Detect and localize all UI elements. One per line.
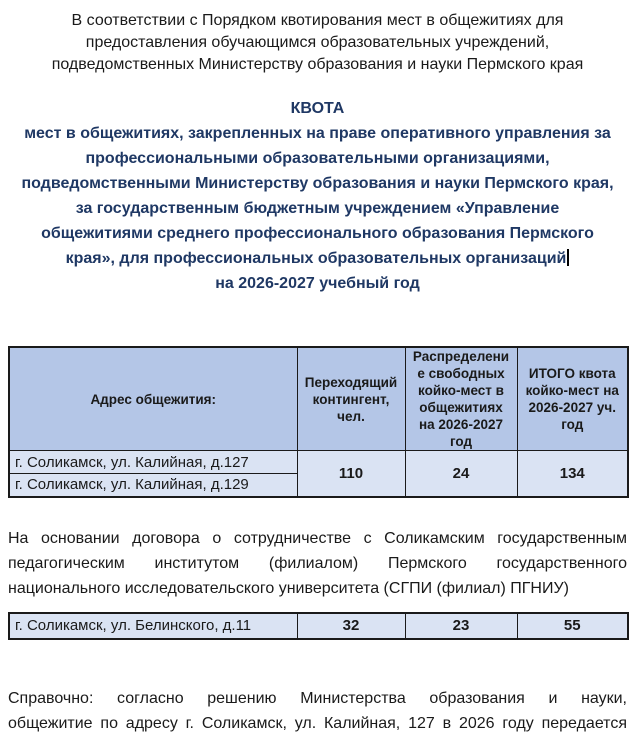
quota-line: подведомственными Министерству образован… bbox=[21, 175, 614, 192]
intro-line: предоставления обучающимся образовательн… bbox=[85, 34, 550, 51]
quota-line: общежитиями среднего профессионального о… bbox=[41, 225, 594, 242]
address-cell: г. Соликамск, ул. Калийная, д.127 bbox=[8, 450, 298, 474]
table-row: г. Соликамск, ул. Калийная, д.129 bbox=[8, 473, 628, 497]
header-cell-total: ИТОГО квота койко-мест на 2026-2027 уч. … bbox=[516, 346, 629, 451]
total-cell: 55 bbox=[516, 612, 629, 639]
quota-line: края», для профессиональных образователь… bbox=[0, 246, 635, 271]
header-cell-carryover: Переходящий контингент, чел. bbox=[296, 346, 406, 451]
agreement-paragraph: На основании договора о сотрудничестве с… bbox=[8, 526, 627, 601]
paragraph-line: Справочно: согласно решению Министерства… bbox=[8, 689, 627, 707]
header-cell-address: Адрес общежития: bbox=[8, 346, 298, 451]
paragraph-line: педагогическим институтом (филиалом) Пер… bbox=[8, 554, 627, 572]
sgpi-table: г. Соликамск, ул. Белинского, д.11 32 23… bbox=[8, 611, 629, 640]
quota-line: за государственным бюджетным учреждением… bbox=[75, 200, 560, 217]
carryover-cell: 32 bbox=[296, 612, 406, 639]
quota-heading: КВОТА bbox=[290, 100, 345, 117]
text-cursor bbox=[567, 249, 570, 266]
carryover-cell: 110 bbox=[296, 450, 406, 497]
header-cell-distributed: Распределени е свободных койко-мест в об… bbox=[404, 346, 518, 451]
total-cell: 134 bbox=[516, 450, 629, 497]
distributed-cell: 24 bbox=[404, 450, 518, 497]
address-cell: г. Соликамск, ул. Белинского, д.11 bbox=[8, 612, 298, 639]
intro-line: подведомственных Министерству образовани… bbox=[51, 56, 584, 73]
table-row: г. Соликамск, ул. Белинского, д.11 32 23… bbox=[8, 612, 629, 639]
paragraph-line: национального исследовательского универс… bbox=[8, 579, 569, 597]
intro-paragraph: В соответствии с Порядком квотирования м… bbox=[6, 10, 629, 76]
table-header-row: Адрес общежития: Переходящий контингент,… bbox=[8, 346, 629, 451]
note-paragraph: Справочно: согласно решению Министерства… bbox=[8, 686, 627, 732]
address-cell: г. Соликамск, ул. Калийная, д.129 bbox=[8, 473, 298, 497]
document-page: В соответствии с Порядком квотирования м… bbox=[0, 10, 635, 732]
quota-table: Адрес общежития: Переходящий контингент,… bbox=[8, 346, 629, 498]
quota-paragraph: КВОТА мест в общежитиях, закрепленных на… bbox=[0, 96, 635, 296]
distributed-cell: 23 bbox=[404, 612, 518, 639]
quota-line: мест в общежитиях, закрепленных на праве… bbox=[24, 125, 611, 142]
quota-line: профессиональными образовательными орган… bbox=[85, 150, 550, 167]
paragraph-line: На основании договора о сотрудничестве с… bbox=[8, 529, 627, 547]
paragraph-line: общежитие по адресу г. Соликамск, ул. Ка… bbox=[8, 714, 627, 732]
intro-line: В соответствии с Порядком квотирования м… bbox=[71, 12, 564, 29]
quota-line: на 2026-2027 учебный год bbox=[215, 275, 420, 292]
table-row: г. Соликамск, ул. Калийная, д.127 110 24… bbox=[8, 450, 629, 497]
